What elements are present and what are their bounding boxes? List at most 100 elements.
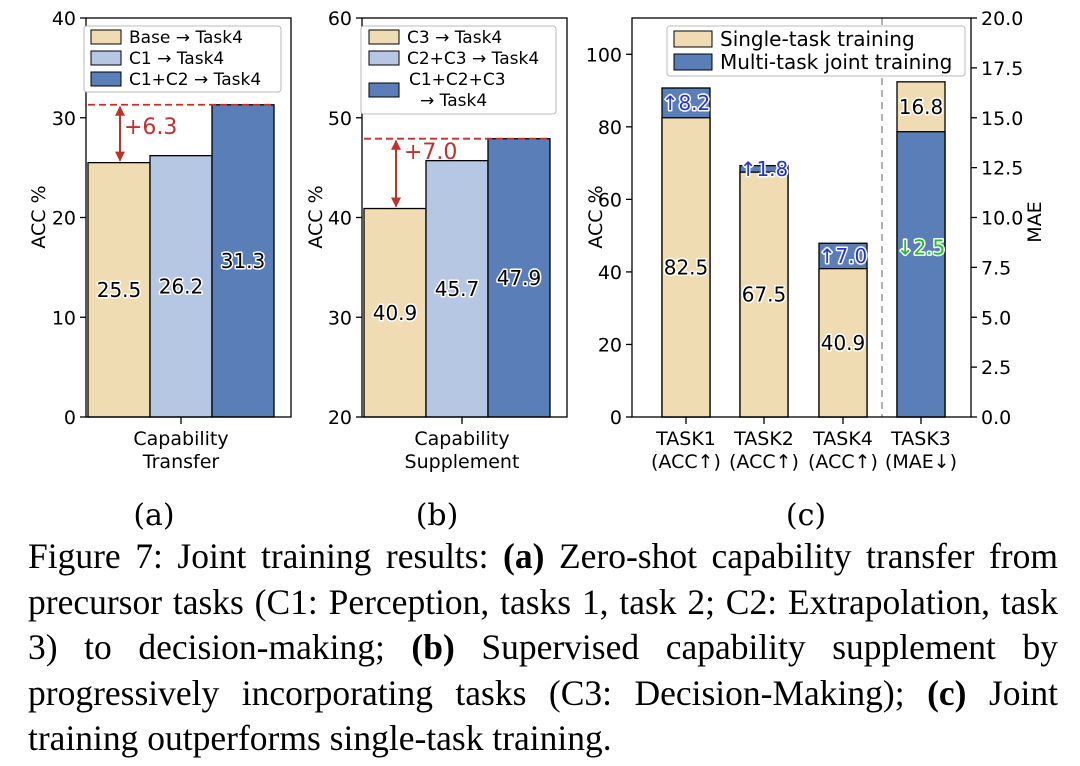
b-value-label: 45.7 — [435, 277, 480, 301]
c-bars — [661, 81, 946, 424]
panel-c-joint-vs-single: ACC % MAE 0 20 40 60 80 100 0.0 2.5 5.0 7.5 10.0 1… — [585, 8, 1046, 533]
a-y-ticks: 0 10 20 30 40 — [52, 8, 86, 429]
a-bar — [87, 161, 151, 418]
c-ytick-label: 20 — [598, 334, 622, 356]
b-gain-arrow-head-bottom — [391, 197, 401, 208]
b-ylabel: ACC % — [305, 185, 327, 248]
c-ytick-label: 40 — [598, 262, 622, 284]
c-xtick-metric: (ACC↑) — [729, 451, 799, 473]
a-gain-arrow-head-top — [115, 105, 125, 116]
c-single-bar — [739, 171, 789, 418]
a-ytick-label: 0 — [64, 407, 76, 429]
a-ytick-label: 10 — [52, 307, 76, 329]
c-delta-label: ↑8.2 — [662, 91, 711, 115]
b-value-labels: 40.9 45.7 47.9 — [371, 264, 543, 326]
c-delta-label: ↑1.8 — [740, 157, 789, 181]
a-xtick-line2: Transfer — [142, 451, 220, 473]
b-ytick-label: 40 — [328, 208, 352, 230]
c-single-bar — [818, 267, 868, 418]
b-panel-label: (b) — [416, 498, 459, 533]
c-legend-label: Multi-task joint training — [720, 50, 952, 74]
c-single-bar — [661, 117, 711, 418]
a-ytick-label: 20 — [52, 208, 76, 230]
b-gain-label: +7.0 — [404, 140, 457, 165]
c-ytick-right-label: 17.5 — [981, 58, 1023, 80]
c-plot-frame — [631, 17, 972, 418]
a-legend-label: C1 → Task4 — [129, 49, 224, 69]
c-xtick-name: TASK1 — [655, 428, 716, 450]
c-y-ticks-left: 0 20 40 60 80 100 — [586, 44, 632, 429]
b-xtick-line1: Capability — [414, 428, 509, 450]
a-value-label: 26.2 — [159, 274, 204, 298]
a-bars — [87, 104, 275, 418]
a-legend-swatch-base — [90, 29, 122, 45]
caption-a-text: Zero-shot capability transfer from precu… — [28, 536, 1058, 667]
a-gain-arrow-head-bottom — [115, 151, 125, 162]
b-plot-frame — [361, 17, 568, 418]
b-legend-swatch-c2c3 — [368, 50, 400, 66]
c-panel-label: (c) — [786, 498, 826, 533]
b-bar — [363, 207, 427, 418]
c-delta-label: ↑7.0 — [819, 244, 868, 268]
a-legend: Base → Task4 C1 → Task4 C1+C2 → Task4 — [83, 25, 282, 93]
b-ytick-label: 60 — [328, 8, 352, 30]
c-delta-label: ↓2.5 — [897, 235, 946, 259]
c-legend: Single-task training Multi-task joint tr… — [666, 25, 966, 77]
b-value-label: 40.9 — [373, 301, 418, 325]
a-ylabel: ACC % — [28, 185, 50, 248]
b-gain-arrow-head-top — [391, 139, 401, 150]
c-legend-box — [666, 25, 966, 77]
b-ytick-label: 50 — [328, 108, 352, 130]
b-bar — [425, 159, 489, 418]
c-xtick-metric: (ACC↑) — [808, 451, 878, 473]
c-multi-bar — [896, 131, 946, 418]
caption-c-tag: (c) — [927, 672, 967, 713]
b-legend-swatch-c1c2c3 — [368, 82, 400, 98]
caption-a-tag: (a) — [503, 536, 545, 576]
b-ytick-label: 20 — [328, 407, 352, 429]
a-legend-box — [83, 25, 282, 93]
a-value-label: 25.5 — [97, 278, 142, 302]
b-legend-label: C3 → Task4 — [407, 28, 502, 48]
c-single-value-label: 40.9 — [821, 331, 866, 355]
c-ytick-label: 0 — [610, 407, 622, 429]
a-plot-frame — [85, 17, 292, 418]
c-ytick-right-label: 12.5 — [981, 158, 1023, 180]
c-ylabel: ACC % — [585, 185, 607, 248]
c-ytick-right-label: 0.0 — [981, 407, 1011, 429]
panel-a-capability-transfer: ACC % 0 10 20 30 40 +6.3 25.5 26.2 31.3 Capa… — [28, 8, 292, 533]
a-xtick-line1: Capability — [133, 428, 228, 450]
c-single-value-label: 67.5 — [742, 283, 787, 307]
c-single-value-label: 16.8 — [899, 95, 944, 119]
c-ytick-right-label: 20.0 — [981, 8, 1023, 30]
a-gain-label: +6.3 — [124, 115, 177, 140]
c-y-ticks-right: 0.0 2.5 5.0 7.5 10.0 12.5 15.0 17.5 20.0 — [971, 8, 1023, 429]
c-value-labels: 82.5 67.5 40.9 16.8 ↑8.2 ↑1.8 ↑7.0 ↓2.5 — [660, 89, 947, 356]
c-legend-label: Single-task training — [720, 27, 915, 51]
c-ytick-label: 60 — [598, 189, 622, 211]
c-xtick-metric: (MAE↓) — [885, 451, 957, 473]
figure-caption: Figure 7: Joint training results: (a) Ze… — [28, 534, 1058, 762]
a-value-labels: 25.5 26.2 31.3 — [95, 247, 267, 303]
figure-7-charts: ACC % 0 10 20 30 40 +6.3 25.5 26.2 31.3 Capa… — [28, 8, 1046, 533]
a-ytick-label: 30 — [52, 108, 76, 130]
c-xtick-name: TASK2 — [733, 428, 794, 450]
b-bar — [487, 138, 551, 418]
c-legend-swatch-single — [673, 30, 713, 48]
caption-b-tag: (b) — [411, 627, 455, 667]
b-legend-box — [360, 25, 557, 115]
b-xtick-line2: Supplement — [405, 451, 520, 473]
panel-b-capability-supplement: ACC % 20 30 40 50 60 +7.0 40.9 45.7 47.9 Cap… — [305, 8, 568, 533]
c-ytick-right-label: 5.0 — [981, 307, 1011, 329]
caption-b-text: Supervised capability supplement by prog… — [28, 627, 1058, 713]
c-ytick-right-label: 2.5 — [981, 357, 1011, 379]
b-bars — [363, 138, 551, 418]
a-ytick-label: 40 — [52, 8, 76, 30]
b-value-label: 47.9 — [497, 266, 542, 290]
a-panel-label: (a) — [133, 498, 174, 533]
b-legend: C3 → Task4 C2+C3 → Task4 C1+C2+C3 → Task… — [360, 25, 557, 115]
a-legend-label: C1+C2 → Task4 — [129, 70, 261, 90]
c-ytick-right-label: 15.0 — [981, 108, 1023, 130]
c-single-value-label: 82.5 — [664, 255, 709, 279]
c-xtick-name: TASK3 — [890, 428, 951, 450]
